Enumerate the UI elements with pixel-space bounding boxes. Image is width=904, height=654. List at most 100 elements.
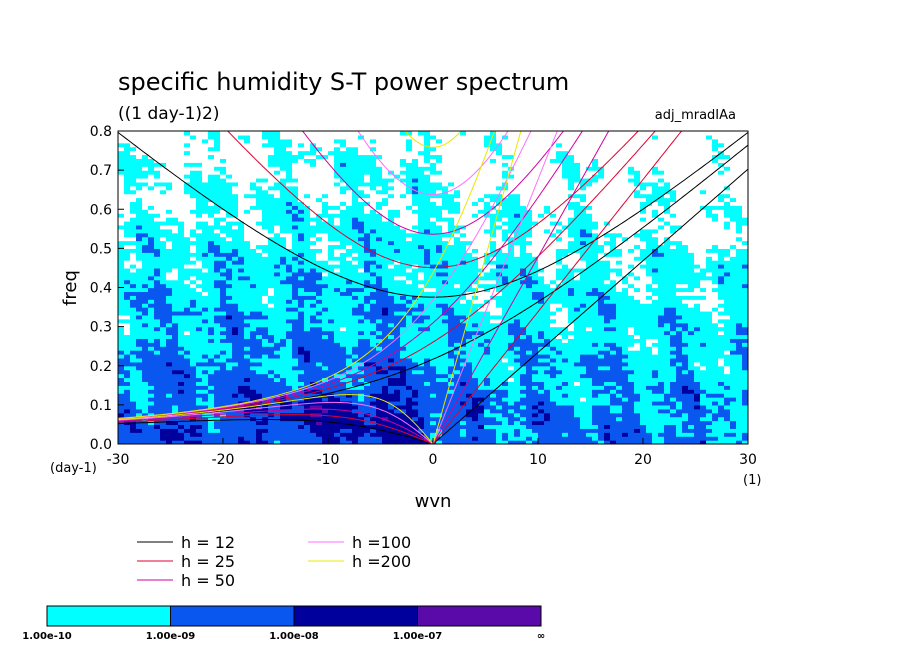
spectrum-cell <box>202 338 209 343</box>
spectrum-cell <box>472 381 479 386</box>
spectrum-cell <box>430 428 437 433</box>
spectrum-cell <box>316 424 323 429</box>
spectrum-cell <box>358 318 365 324</box>
spectrum-cell <box>292 393 299 398</box>
spectrum-cell <box>274 326 281 332</box>
spectrum-cell <box>526 400 533 406</box>
spectrum-cell <box>538 291 545 296</box>
spectrum-cell <box>652 412 659 418</box>
spectrum-cell <box>742 303 748 308</box>
spectrum-cell <box>382 330 389 336</box>
spectrum-cell <box>670 303 677 308</box>
spectrum-cell <box>166 397 173 402</box>
spectrum-cell <box>274 310 281 316</box>
spectrum-cell <box>460 397 467 402</box>
spectrum-cell <box>580 369 587 375</box>
spectrum-cell <box>316 373 323 379</box>
spectrum-cell <box>652 334 659 339</box>
spectrum-cell <box>598 432 605 437</box>
spectrum-cell <box>244 440 251 444</box>
spectrum-cell <box>346 381 353 386</box>
spectrum-cell <box>316 420 323 426</box>
spectrum-cell <box>688 436 695 441</box>
spectrum-cell <box>496 416 503 422</box>
spectrum-cell <box>694 279 701 285</box>
spectrum-cell <box>328 307 335 312</box>
spectrum-cell <box>154 350 161 355</box>
spectrum-cell <box>682 369 689 375</box>
spectrum-cell <box>280 424 287 429</box>
spectrum-cell <box>466 373 473 379</box>
spectrum-cell <box>166 373 173 379</box>
spectrum-cell <box>202 361 209 367</box>
spectrum-cell <box>250 299 257 304</box>
spectrum-cell <box>208 440 215 444</box>
spectrum-cell <box>610 393 617 398</box>
spectrum-cell <box>490 338 497 343</box>
spectrum-cell <box>604 287 611 293</box>
spectrum-cell <box>640 303 647 308</box>
spectrum-cell <box>724 260 731 265</box>
spectrum-cell <box>670 338 677 343</box>
spectrum-cell <box>736 408 743 414</box>
spectrum-cell <box>736 303 743 308</box>
spectrum-cell <box>514 264 521 269</box>
spectrum-cell <box>514 350 521 355</box>
spectrum-cell <box>598 346 605 351</box>
spectrum-cell <box>442 283 449 289</box>
spectrum-cell <box>352 264 359 269</box>
spectrum-cell <box>148 260 155 265</box>
spectrum-cell <box>454 428 461 433</box>
spectrum-cell <box>742 260 748 265</box>
spectrum-cell <box>718 267 725 273</box>
spectrum-cell <box>706 397 713 402</box>
spectrum-cell <box>298 416 305 422</box>
spectrum-cell <box>250 393 257 398</box>
spectrum-cell <box>226 420 233 426</box>
spectrum-cell <box>502 412 509 418</box>
spectrum-cell <box>382 314 389 320</box>
spectrum-cell <box>736 397 743 402</box>
spectrum-cell <box>148 287 155 293</box>
spectrum-cell <box>634 400 641 406</box>
spectrum-cell <box>118 275 125 281</box>
spectrum-cell <box>376 275 383 281</box>
spectrum-cell <box>172 291 179 296</box>
spectrum-cell <box>556 342 563 347</box>
spectrum-cell <box>454 303 461 308</box>
spectrum-cell <box>472 436 479 441</box>
spectrum-cell <box>238 299 245 304</box>
spectrum-cell <box>676 271 683 277</box>
spectrum-cell <box>544 275 551 281</box>
spectrum-cell <box>538 416 545 422</box>
spectrum-cell <box>478 365 485 371</box>
spectrum-cell <box>310 350 317 355</box>
spectrum-cell <box>262 338 269 343</box>
spectrum-cell <box>430 322 437 328</box>
spectrum-cell <box>604 436 611 441</box>
spectrum-cell <box>724 303 731 308</box>
spectrum-cell <box>274 432 281 437</box>
spectrum-cell <box>730 291 737 296</box>
spectrum-cell <box>178 275 185 281</box>
spectrum-cell <box>352 326 359 332</box>
spectrum-cell <box>238 322 245 328</box>
spectrum-cell <box>736 346 743 351</box>
spectrum-cell <box>664 381 671 386</box>
spectrum-cell <box>172 267 179 273</box>
spectrum-cell <box>424 381 431 386</box>
spectrum-cell <box>604 264 611 269</box>
spectrum-cell <box>358 440 365 444</box>
spectrum-cell <box>178 299 185 304</box>
spectrum-cell <box>460 310 467 316</box>
spectrum-cell <box>466 279 473 285</box>
spectrum-cell <box>358 264 365 269</box>
spectrum-cell <box>304 408 311 414</box>
spectrum-cell <box>262 393 269 398</box>
spectrum-cell <box>526 264 533 269</box>
spectrum-cell <box>538 354 545 359</box>
spectrum-cell <box>160 318 167 324</box>
spectrum-cell <box>220 428 227 433</box>
spectrum-cell <box>424 350 431 355</box>
